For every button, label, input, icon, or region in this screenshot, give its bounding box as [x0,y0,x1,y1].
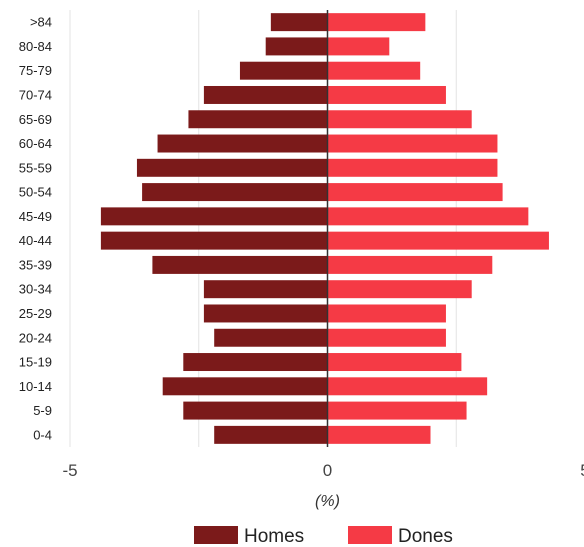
bar-dones-35-39 [327,255,493,274]
category-label: 75-79 [19,63,52,78]
bar-homes-15-19 [183,353,328,372]
bar-homes-40-44 [100,231,328,250]
bar-homes-25-29 [203,304,328,323]
category-label: 65-69 [19,112,52,127]
legend-swatch-dones [348,526,392,544]
x-tick-label: 5 [580,461,584,480]
bars [100,13,549,444]
category-label: 70-74 [19,87,52,102]
category-label: >84 [30,15,52,30]
x-tick-labels: -5 0 5 [62,461,584,480]
bar-homes-65-69 [188,110,328,129]
bar-dones-30-34 [327,280,472,299]
category-label: 20-24 [19,330,52,345]
category-label: 15-19 [19,355,52,370]
bar-dones-5-9 [327,401,467,420]
bar-dones-25-29 [327,304,446,323]
x-axis-title: (%) [315,493,340,510]
bar-dones-80-84 [327,37,390,56]
bar-homes-35-39 [152,255,328,274]
bar-homes-45-49 [100,207,328,226]
legend: Homes Dones [194,526,453,547]
x-tick-label: -5 [62,461,77,480]
bar-dones-45-49 [327,207,529,226]
bar-homes-70-74 [203,85,328,104]
category-label: 60-64 [19,136,52,151]
bar-dones-60-64 [327,134,498,153]
category-label: 40-44 [19,233,52,248]
bar-homes-55-59 [136,158,328,177]
category-labels: >84 80-84 75-79 70-74 65-69 60-64 55-59 50-54 45… [19,15,52,443]
bar-dones-40-44 [327,231,549,250]
bar-dones-15-19 [327,353,462,372]
category-label: 45-49 [19,209,52,224]
category-label: 35-39 [19,257,52,272]
bar-homes-10-14 [162,377,328,396]
bar-dones-0-4 [327,425,431,444]
category-label: 80-84 [19,39,52,54]
category-label: 50-54 [19,185,52,200]
legend-label-dones: Dones [398,526,453,547]
category-label: 10-14 [19,379,52,394]
legend-label-homes: Homes [244,526,304,547]
bar-homes-20-24 [214,328,328,347]
category-label: 5-9 [33,403,52,418]
legend-swatch-homes [194,526,238,544]
bar-dones-50-54 [327,183,503,202]
bar-homes-5-9 [183,401,328,420]
bar-dones-70-74 [327,85,446,104]
bar-homes-80-84 [265,37,328,56]
bar-homes-60-64 [157,134,328,153]
bar-dones-65-69 [327,110,472,129]
bar-dones-20-24 [327,328,446,347]
x-tick-label: 0 [323,461,332,480]
bar-homes-50-54 [142,183,328,202]
bar-dones-75-79 [327,61,421,80]
category-label: 0-4 [33,427,52,442]
category-label: 25-29 [19,306,52,321]
bar-homes-30-34 [203,280,328,299]
category-label: 30-34 [19,282,52,297]
bar-dones-10-14 [327,377,488,396]
bar-dones-over-84 [327,13,426,32]
bar-homes-0-4 [214,425,328,444]
grid-lines [69,10,457,447]
bar-homes-75-79 [239,61,328,80]
bar-dones-55-59 [327,158,498,177]
bar-homes-over-84 [270,13,328,32]
category-label: 55-59 [19,160,52,175]
